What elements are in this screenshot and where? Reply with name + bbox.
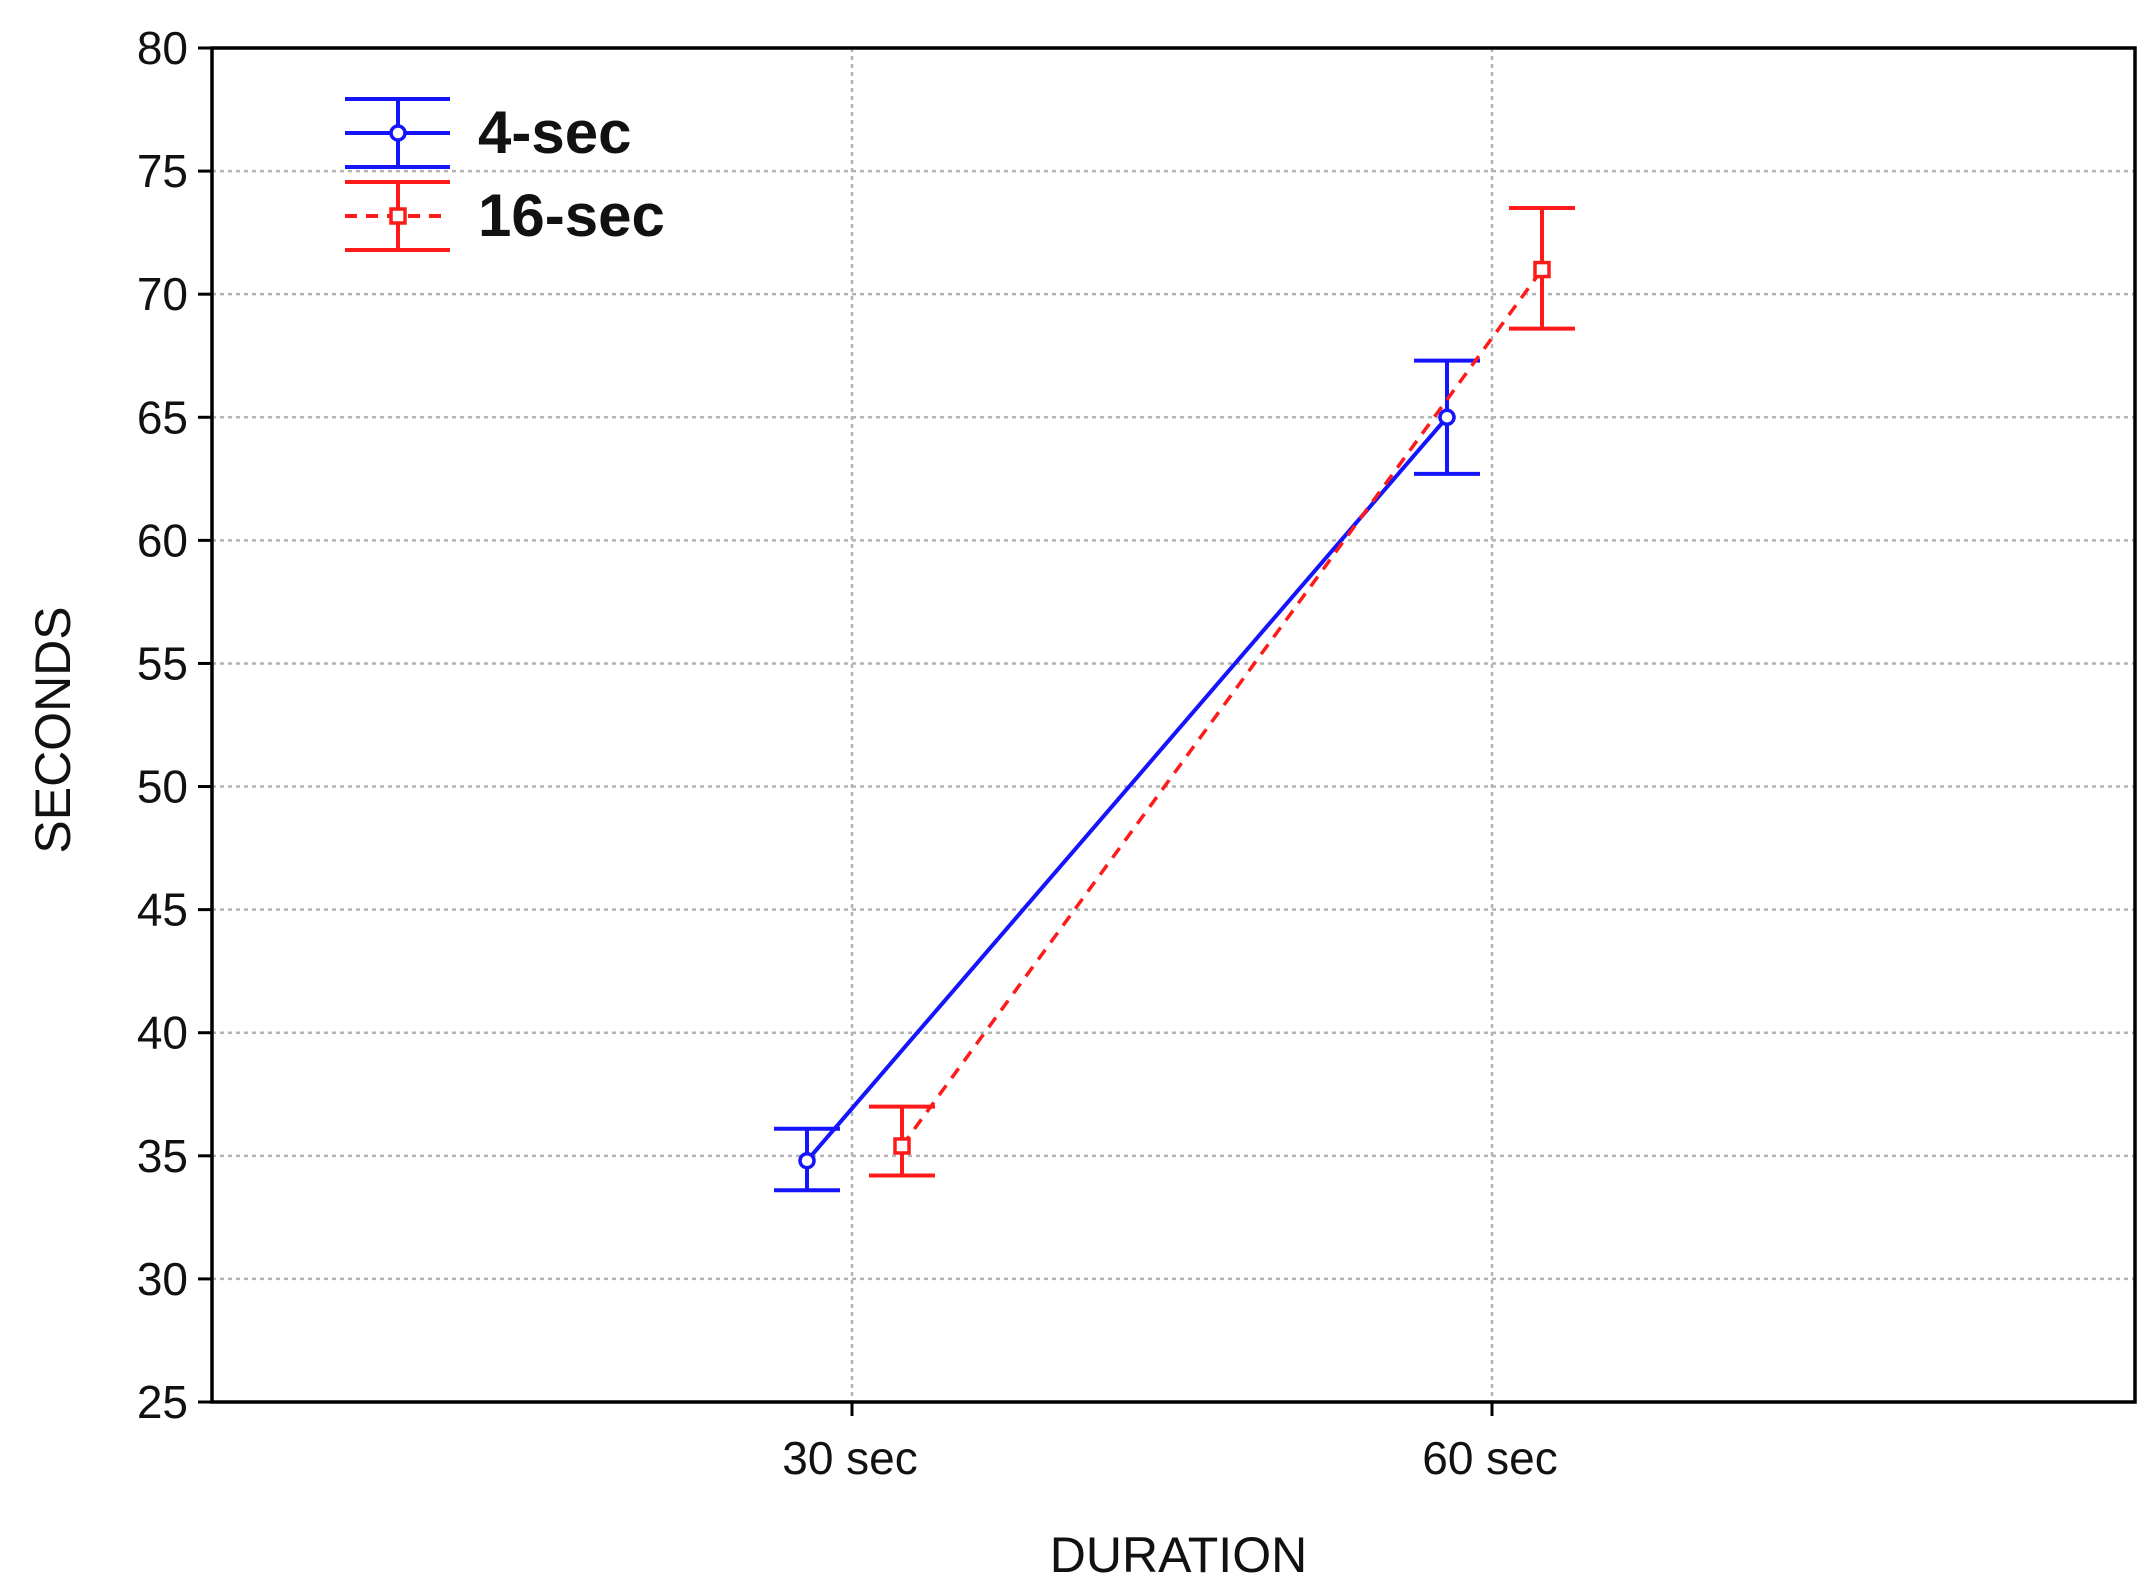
x-tick-label: 60 sec (1422, 1432, 1558, 1484)
series-line (805, 415, 1449, 1163)
x-axis-ticks: 30 sec 60 sec (782, 1402, 1558, 1484)
data-point (798, 1151, 816, 1170)
y-tick-label: 65 (137, 391, 188, 443)
legend-item-4-sec: 4-sec (345, 97, 631, 169)
grid (212, 48, 2135, 1402)
y-tick-label: 55 (137, 637, 188, 689)
y-tick-label: 25 (137, 1376, 188, 1428)
legend-label: 4-sec (478, 99, 631, 166)
y-tick-label: 75 (137, 145, 188, 197)
plot-frame (210, 46, 2137, 1404)
legend-marker (389, 124, 407, 142)
y-axis-title: SECONDS (25, 606, 81, 853)
x-axis-title: DURATION (1050, 1527, 1307, 1583)
series-layer (774, 206, 1575, 1193)
y-tick-label: 70 (137, 268, 188, 320)
legend: 4-sec 16-sec (345, 97, 665, 252)
y-tick-label: 40 (137, 1007, 188, 1059)
data-point (1438, 408, 1456, 427)
series-4-sec (774, 358, 1480, 1193)
y-tick-label: 35 (137, 1130, 188, 1182)
legend-marker (389, 207, 407, 225)
y-tick-label: 50 (137, 761, 188, 813)
series-16-sec (869, 206, 1575, 1178)
legend-label: 16-sec (478, 182, 665, 249)
series-line (900, 268, 1544, 1148)
legend-item-16-sec: 16-sec (345, 180, 665, 252)
y-tick-label: 80 (137, 22, 188, 74)
y-axis-ticks: 25 30 35 40 45 50 55 60 65 70 75 80 (137, 22, 212, 1428)
data-point (1533, 260, 1551, 279)
data-point (893, 1137, 911, 1155)
y-tick-label: 30 (137, 1253, 188, 1305)
y-tick-label: 60 (137, 514, 188, 566)
x-tick-label: 30 sec (782, 1432, 918, 1484)
y-tick-label: 45 (137, 884, 188, 936)
